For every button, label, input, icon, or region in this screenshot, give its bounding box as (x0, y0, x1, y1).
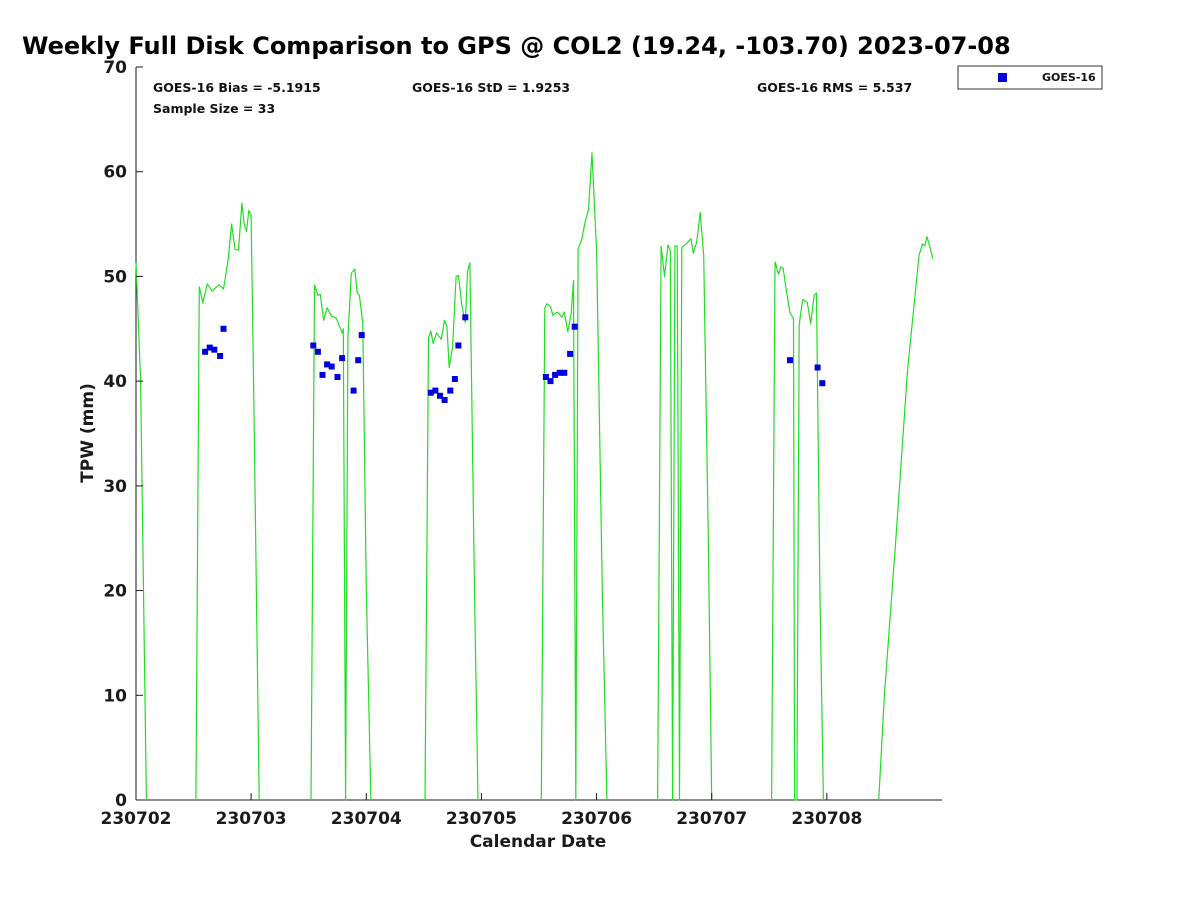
rms-stat: GOES-16 RMS = 5.537 (757, 80, 912, 95)
goes-16-point (455, 342, 462, 349)
goes-16-point (819, 380, 826, 387)
gps-line-segment (424, 262, 479, 801)
goes-16-point (211, 346, 218, 353)
legend: GOES-16 (957, 65, 1103, 90)
gps-line-segment (878, 236, 934, 801)
goes-16-point (427, 389, 434, 396)
goes-16-point (542, 374, 549, 380)
bias-stat: GOES-16 Bias = -5.1915 (153, 80, 321, 95)
gps-line-segment (770, 261, 824, 801)
goes-16-point (567, 350, 574, 357)
goes-16-point (319, 371, 326, 378)
legend-label-goes-16: GOES-16 (1042, 71, 1096, 84)
goes-16-point (814, 364, 821, 371)
goes-16-point (787, 357, 793, 364)
chart-title: Weekly Full Disk Comparison to GPS @ COL… (22, 32, 1011, 60)
goes-16-point (350, 387, 357, 394)
plot-area (135, 67, 942, 801)
y-tick-label: 60 (103, 163, 127, 183)
x-tick-label: 230703 (216, 809, 287, 829)
std-stat: GOES-16 StD = 1.9253 (412, 80, 570, 95)
gps-line-segment (310, 268, 372, 801)
goes-16-point (571, 323, 578, 330)
goes-16-point (314, 348, 321, 355)
x-axis-label: Calendar Date (470, 832, 607, 852)
goes-16-point (451, 376, 458, 382)
y-ticks: 0 10 20 30 40 50 60 70 (103, 58, 143, 811)
goes-16-point (355, 357, 362, 364)
goes-16-point (441, 397, 448, 403)
x-tick-label: 230706 (561, 809, 632, 829)
y-tick-label: 30 (103, 477, 127, 497)
x-tick-label: 230705 (446, 809, 517, 829)
x-tick-label: 230704 (331, 809, 402, 829)
y-axis-label: TPW (mm) (78, 383, 98, 483)
goes-16-point (328, 363, 335, 370)
goes-16-point (202, 348, 209, 355)
goes-16-point (447, 387, 454, 394)
x-tick-label: 230707 (676, 809, 747, 829)
goes-16-point (556, 369, 563, 376)
y-tick-label: 20 (103, 582, 127, 602)
goes-16-point (462, 314, 469, 321)
goes-16-point (206, 344, 213, 351)
x-tick-label: 230702 (101, 809, 172, 829)
goes-16-point (324, 361, 331, 368)
goes-16-point (358, 332, 365, 339)
y-tick-label: 10 (103, 686, 127, 706)
goes-16-point (217, 353, 224, 359)
goes-16-point (220, 325, 227, 332)
goes-16-point (432, 387, 439, 394)
goes-16-point (561, 369, 568, 376)
goes-16-point (334, 374, 341, 380)
goes-16-series (202, 314, 826, 403)
legend-marker-goes-16 (998, 73, 1007, 82)
goes-16-point (339, 355, 346, 362)
sample-size-stat: Sample Size = 33 (153, 101, 275, 116)
y-tick-label: 70 (103, 58, 127, 78)
gps-line-segment (540, 152, 608, 801)
goes-16-point (552, 371, 559, 378)
goes-16-point (437, 392, 443, 399)
legend-box (957, 65, 1103, 90)
gps-line-segment (656, 212, 713, 801)
x-ticks: 230702 230703 230704 230705 230706 230707 2307… (101, 793, 862, 829)
goes-16-point (547, 378, 554, 385)
y-tick-label: 50 (103, 267, 127, 287)
goes-16-point (310, 342, 317, 349)
gps-line-segment (195, 202, 260, 801)
y-tick-label: 40 (103, 372, 127, 392)
x-tick-label: 230708 (791, 809, 862, 829)
y-tick-label: 0 (115, 791, 127, 811)
